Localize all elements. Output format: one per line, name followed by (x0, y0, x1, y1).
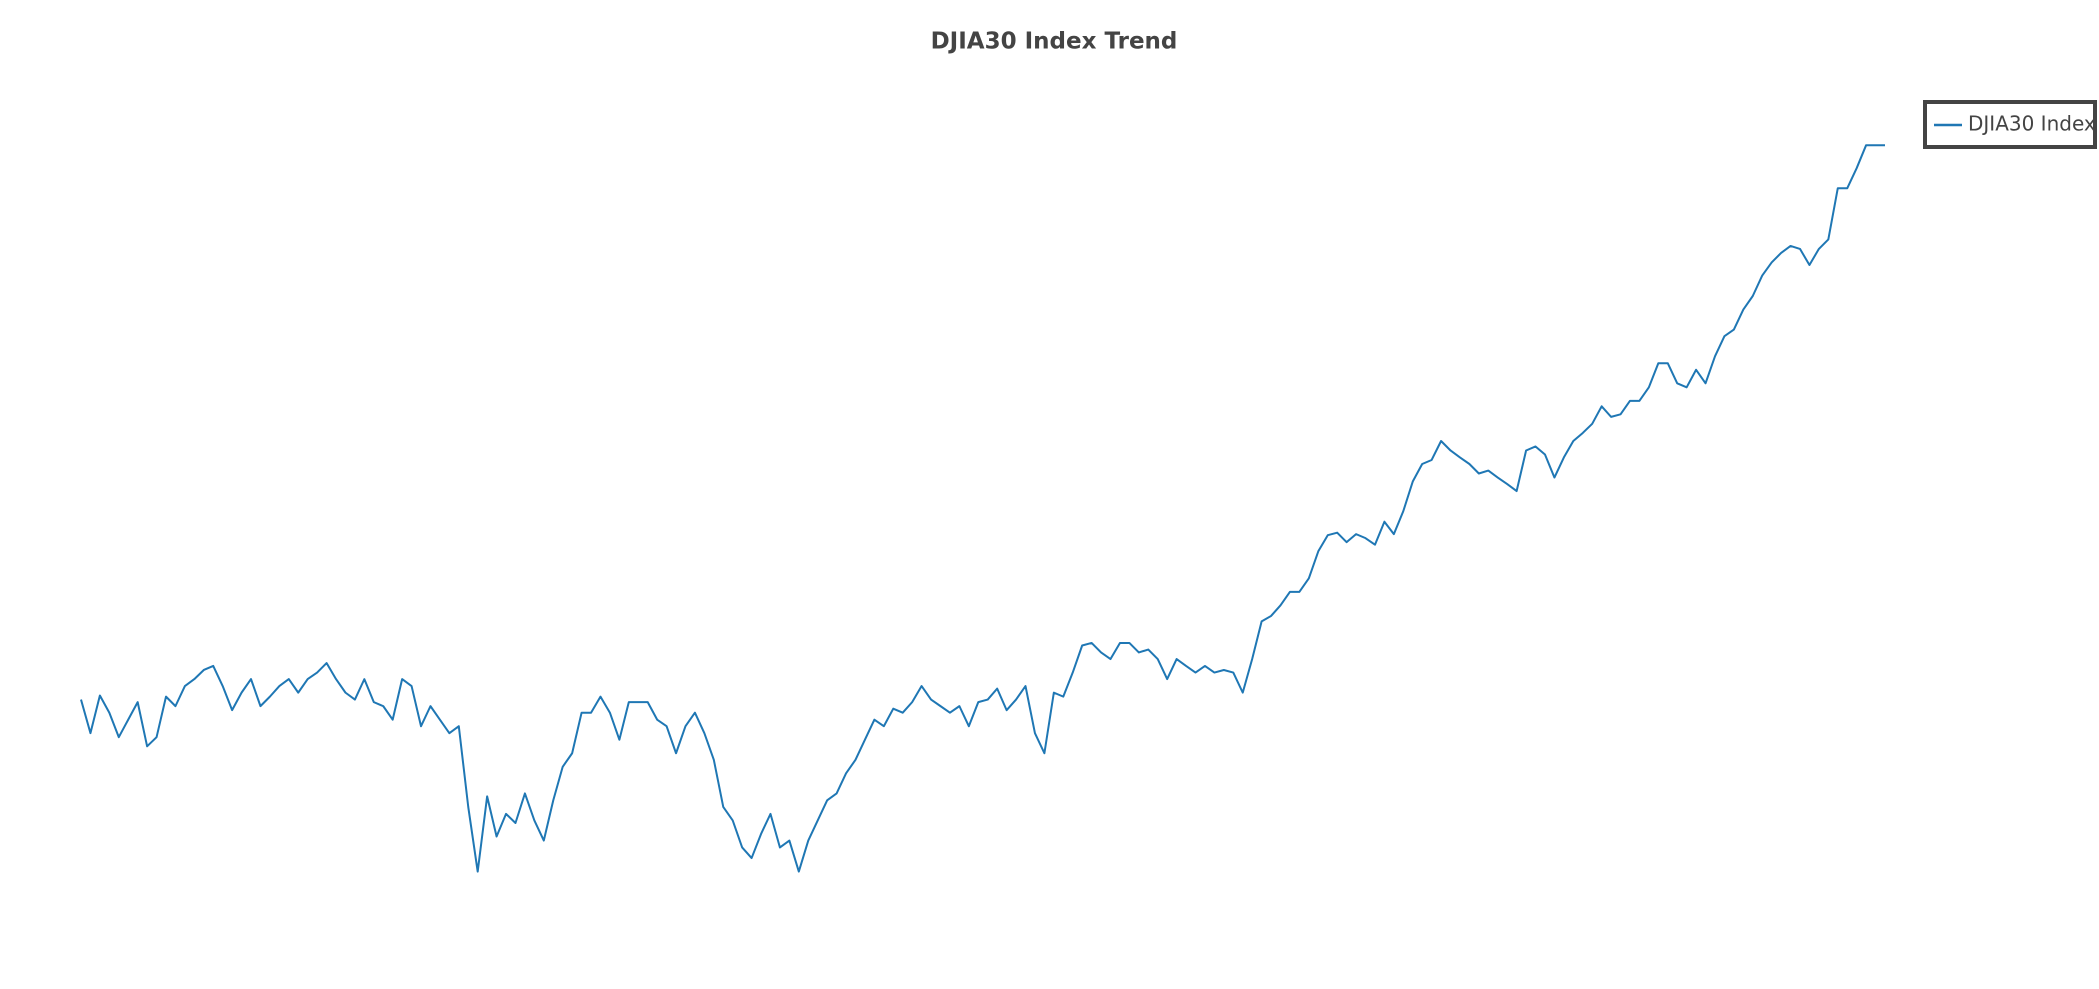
data-line (80, 144, 1885, 873)
legend-label: DJIA30 Index (1968, 112, 2096, 136)
legend: DJIA30 Index (1923, 100, 2097, 149)
chart-title: DJIA30 Index Trend (931, 29, 1178, 55)
